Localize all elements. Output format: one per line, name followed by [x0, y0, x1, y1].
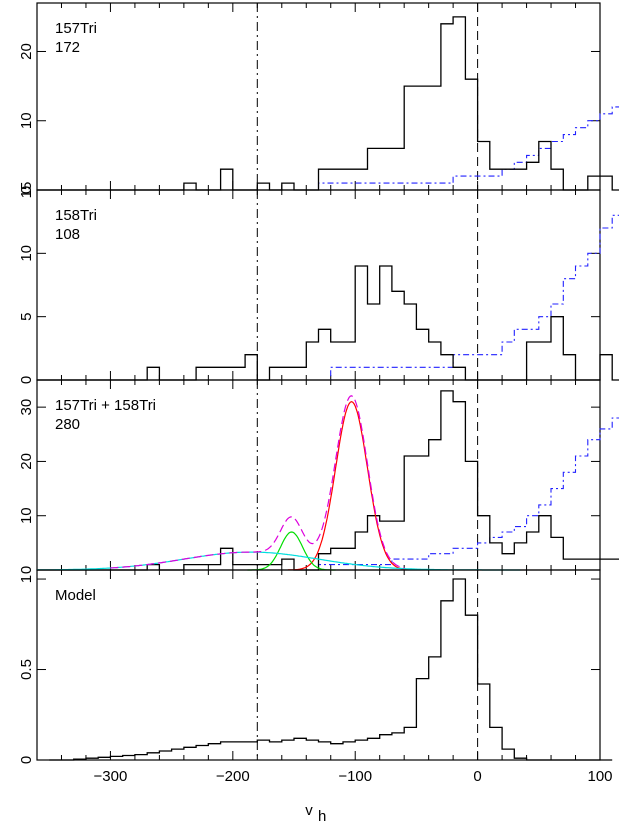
data-histogram: [37, 265, 619, 381]
data-histogram: [37, 390, 619, 571]
y-tick-label: 20: [18, 43, 35, 60]
y-tick-label: 0.5: [18, 659, 35, 680]
x-axis-label: v: [305, 802, 313, 819]
model-histogram: [110, 417, 619, 571]
panel-1: 0 10 20 157Tri 172: [18, 2, 619, 194]
fit-total: [110, 395, 405, 569]
panel-name: 158Tri: [55, 207, 97, 224]
fit-wide: [37, 551, 521, 571]
panel-2: 0 5 10 15 158Tri 108: [18, 182, 619, 384]
panel-count: 280: [55, 416, 80, 433]
y-tick-label: 0: [18, 186, 35, 194]
y-tick-label: 20: [18, 453, 35, 470]
data-histogram: [37, 16, 619, 191]
y-tick-label: 30: [18, 399, 35, 416]
x-axis: −300 −200 −100 0 100: [94, 768, 613, 785]
x-tick-label: −200: [216, 768, 250, 785]
panel-name: Model: [55, 587, 96, 604]
x-tick-label: −300: [94, 768, 128, 785]
y-tick-label: 10: [18, 112, 35, 129]
x-tick-label: 100: [587, 768, 612, 785]
fit-second: [247, 531, 336, 571]
panel-4: 0 0.5 1 Model: [18, 569, 613, 764]
y-tick-label: 0: [18, 376, 35, 384]
y-tick-label: 10: [18, 507, 35, 524]
x-tick-label: −100: [338, 768, 372, 785]
y-tick-label: 1: [18, 575, 35, 583]
model-histogram: [110, 214, 619, 381]
x-tick-label: 0: [473, 768, 481, 785]
y-tick-label: 15: [18, 182, 35, 199]
panel-3: 0 10 20 30 157Tri + 158Tri 280: [18, 379, 619, 574]
y-tick-label: 0: [18, 756, 35, 764]
panel-name: 157Tri: [55, 20, 97, 37]
y-tick-label: 10: [18, 245, 35, 262]
panel-name: 157Tri + 158Tri: [55, 397, 156, 414]
panel-count: 172: [55, 39, 80, 56]
panel-frame: [36, 2, 601, 191]
panel-count: 108: [55, 226, 80, 243]
x-axis-label-subscript: h: [318, 808, 326, 825]
y-tick-label: 5: [18, 312, 35, 320]
panel-frame: [36, 189, 601, 381]
panel-frame: [36, 569, 601, 761]
fit-main: [287, 401, 416, 571]
data-histogram: [49, 578, 613, 761]
y-tick-label: 0: [18, 566, 35, 574]
